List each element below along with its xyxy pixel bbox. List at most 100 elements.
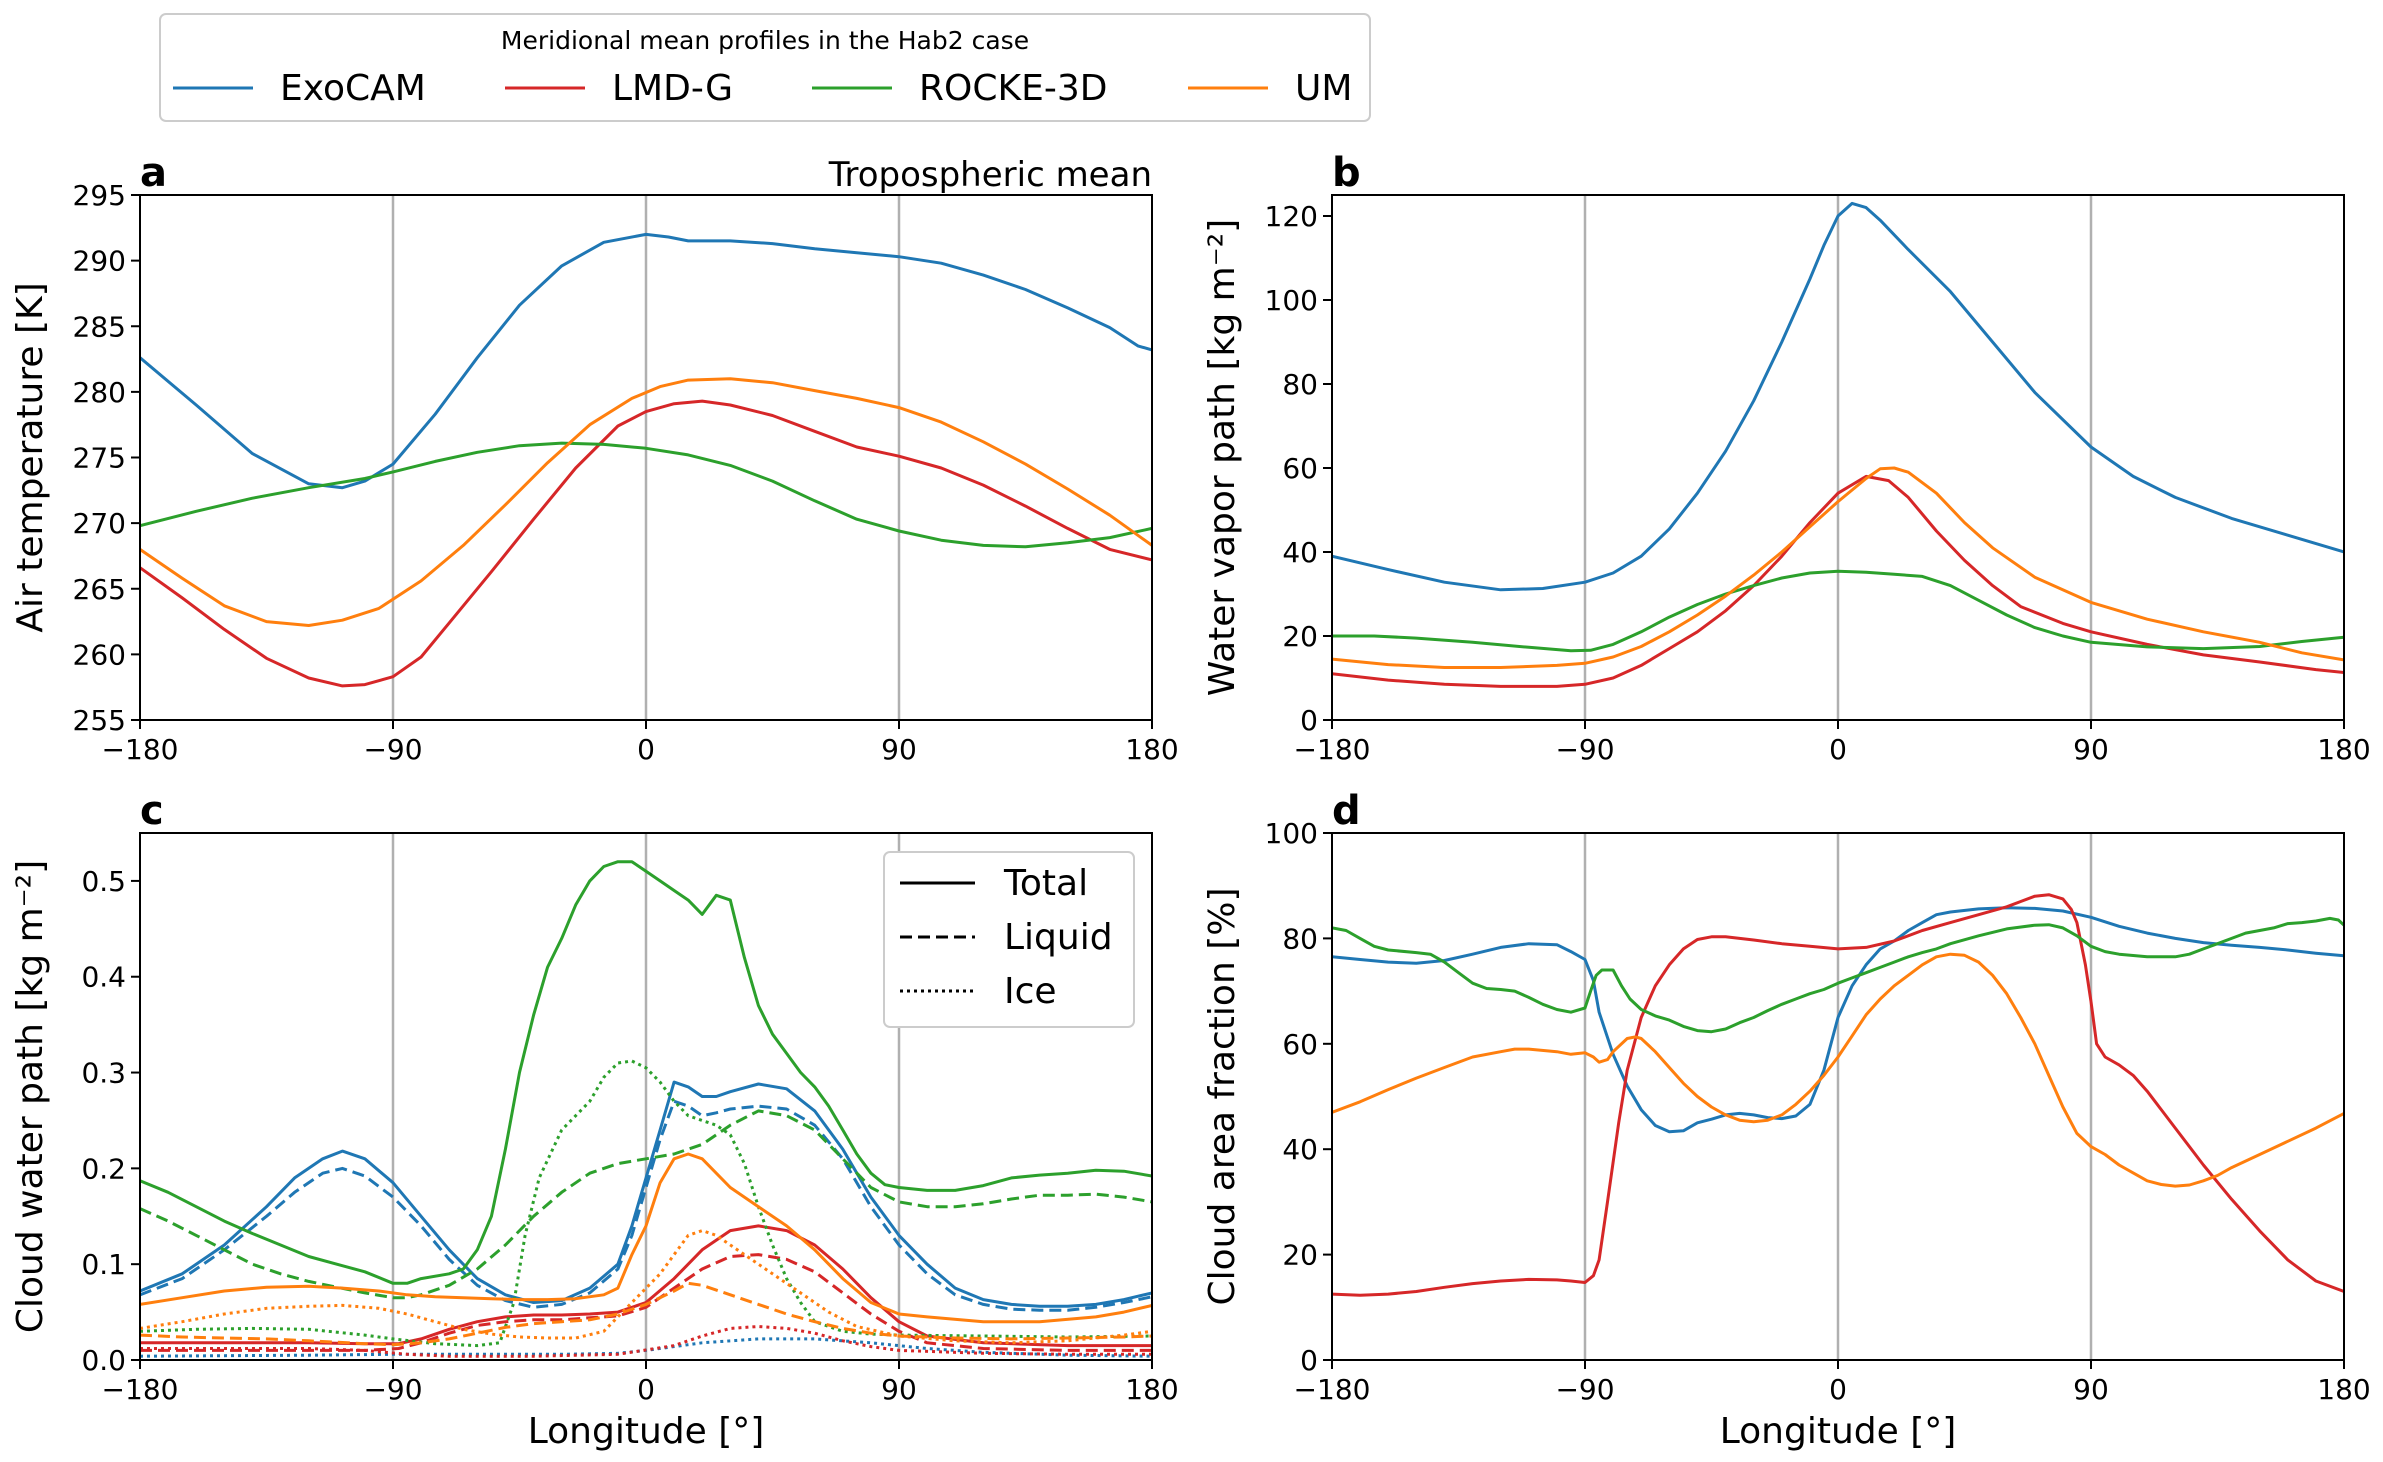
y-tick-label-d: 40 (1282, 1133, 1318, 1166)
series-line-c-um-liquid (140, 1281, 1152, 1347)
x-tick-label-d: 0 (1829, 1373, 1847, 1406)
y-tick-label-a: 290 (73, 245, 126, 278)
figure-legend-title: Meridional mean profiles in the Hab2 cas… (501, 26, 1029, 55)
y-tick-label-c: 0.0 (81, 1344, 126, 1377)
series-line-c-um-total (140, 1152, 1152, 1324)
y-tick-label-c: 0.3 (81, 1057, 126, 1090)
legend-label-rocke3d: ROCKE-3D (919, 68, 1107, 109)
series-line-a-rocke-3d (140, 441, 1152, 549)
series-line-b-exocam (1332, 201, 2344, 592)
y-tick-label-c: 0.2 (81, 1152, 126, 1185)
y-tick-label-d: 100 (1265, 817, 1318, 850)
y-tick-label-b: 100 (1265, 284, 1318, 317)
series-line-b-rocke-3d (1332, 569, 2344, 653)
series-line-c-lmd-g-ice (140, 1325, 1152, 1358)
y-tick-label-b: 40 (1282, 536, 1318, 569)
series-line-c-exocam-total (140, 1080, 1152, 1308)
x-tick-label-a: −90 (363, 733, 422, 766)
series-line-b-lmd-g (1332, 474, 2344, 688)
x-tick-label-b: 90 (2073, 733, 2109, 766)
x-axis-label-d: Longitude [°] (1720, 1411, 1957, 1452)
x-tick-label-a: 0 (637, 733, 655, 766)
panels: −180 −90 0 90 180 255 260 265 270 275 280 285 290 295… (10, 150, 2371, 1452)
y-tick-label-d: 60 (1282, 1028, 1318, 1061)
series-line-c-lmd-g-total (140, 1224, 1152, 1348)
style-legend-label-liquid: Liquid (1004, 917, 1113, 958)
y-tick-label-d: 0 (1300, 1344, 1318, 1377)
series-line-a-exocam (140, 232, 1152, 490)
y-tick-label-b: 80 (1282, 368, 1318, 401)
series-group-d (1332, 893, 2344, 1297)
series-line-a-um (140, 377, 1152, 627)
panel-title-a: Tropospheric mean (828, 155, 1152, 195)
x-tick-label-c: 90 (881, 1373, 917, 1406)
style-legend: Total Liquid Ice (883, 851, 1135, 1028)
legend-label-lmdg: LMD-G (612, 68, 733, 109)
y-tick-label-d: 80 (1282, 922, 1318, 955)
x-axis-label-c: Longitude [°] (528, 1411, 765, 1452)
series-line-d-rocke-3d (1332, 916, 2344, 1034)
x-tick-label-b: −180 (1294, 733, 1371, 766)
panel-a: −180 −90 0 90 180 255 260 265 270 275 280 285 290 295… (10, 150, 1179, 766)
legend-label-um: UM (1295, 68, 1352, 109)
x-tick-label-d: 180 (2317, 1373, 2370, 1406)
series-line-c-exocam-liquid (140, 1099, 1152, 1312)
style-legend-label-total: Total (1003, 863, 1088, 904)
y-tick-label-a: 280 (73, 376, 126, 409)
x-tick-label-c: 0 (637, 1373, 655, 1406)
panel-letter-a: a (140, 150, 167, 196)
x-tick-label-d: 90 (2073, 1373, 2109, 1406)
series-line-d-um (1332, 952, 2344, 1188)
y-tick-label-c: 0.5 (81, 865, 126, 898)
x-tick-label-a: 90 (881, 733, 917, 766)
y-axis-label-a: Air temperature [K] (10, 282, 51, 632)
series-line-d-exocam (1332, 906, 2344, 1134)
panel-c: −180 −90 0 90 180 0.0 0.1 0.2 0.3 0.4 0.5 Cloud wat… (10, 788, 1179, 1452)
x-tick-label-a: −180 (102, 733, 179, 766)
series-line-d-lmd-g (1332, 893, 2344, 1297)
y-tick-label-a: 275 (73, 442, 126, 475)
figure-legend-frame (159, 13, 1371, 122)
style-legend-label-ice: Ice (1004, 971, 1057, 1012)
y-tick-label-a: 265 (73, 573, 126, 606)
x-tick-label-c: −90 (363, 1373, 422, 1406)
y-axis-label-d: Cloud area fraction [%] (1202, 887, 1243, 1305)
x-tick-label-c: 180 (1125, 1373, 1178, 1406)
panel-letter-b: b (1332, 150, 1361, 196)
y-tick-label-b: 20 (1282, 620, 1318, 653)
series-line-b-um (1332, 466, 2344, 669)
x-tick-label-b: 180 (2317, 733, 2370, 766)
y-tick-label-a: 255 (73, 704, 126, 737)
y-axis-label-b: Water vapor path [kg m⁻²] (1202, 219, 1243, 696)
y-tick-label-b: 120 (1265, 200, 1318, 233)
y-tick-label-a: 270 (73, 507, 126, 540)
series-line-c-rocke-3d-total (140, 860, 1152, 1285)
legend-label-exocam: ExoCAM (280, 68, 426, 109)
series-line-c-lmd-g-liquid (140, 1253, 1152, 1352)
series-line-a-lmd-g (140, 399, 1152, 688)
panel-letter-d: d (1332, 788, 1361, 834)
x-tick-label-b: 0 (1829, 733, 1847, 766)
series-group-c (140, 860, 1152, 1358)
y-tick-label-b: 60 (1282, 452, 1318, 485)
x-tick-label-a: 180 (1125, 733, 1178, 766)
panel-b: −180 −90 0 90 180 0 20 40 60 80 100 120 Water vapor … (1202, 150, 2371, 766)
y-tick-label-b: 0 (1300, 704, 1318, 737)
x-tick-label-d: −180 (1294, 1373, 1371, 1406)
y-axis-label-c: Cloud water path [kg m⁻²] (10, 860, 51, 1333)
x-tick-label-c: −180 (102, 1373, 179, 1406)
series-group-b (1332, 201, 2344, 688)
style-legend-frame (883, 851, 1135, 1028)
x-tick-label-b: −90 (1555, 733, 1614, 766)
series-line-c-rocke-3d-liquid (140, 1109, 1152, 1300)
y-tick-label-c: 0.4 (81, 961, 126, 994)
y-tick-label-c: 0.1 (81, 1248, 126, 1281)
x-tick-label-d: −90 (1555, 1373, 1614, 1406)
series-line-c-um-ice (140, 1229, 1152, 1345)
y-tick-label-d: 20 (1282, 1239, 1318, 1272)
series-group-a (140, 232, 1152, 688)
panel-d: −180 −90 0 90 180 0 20 40 60 80 100 Cloud area frac… (1202, 788, 2371, 1452)
y-tick-label-a: 295 (73, 179, 126, 212)
y-tick-label-a: 285 (73, 310, 126, 343)
